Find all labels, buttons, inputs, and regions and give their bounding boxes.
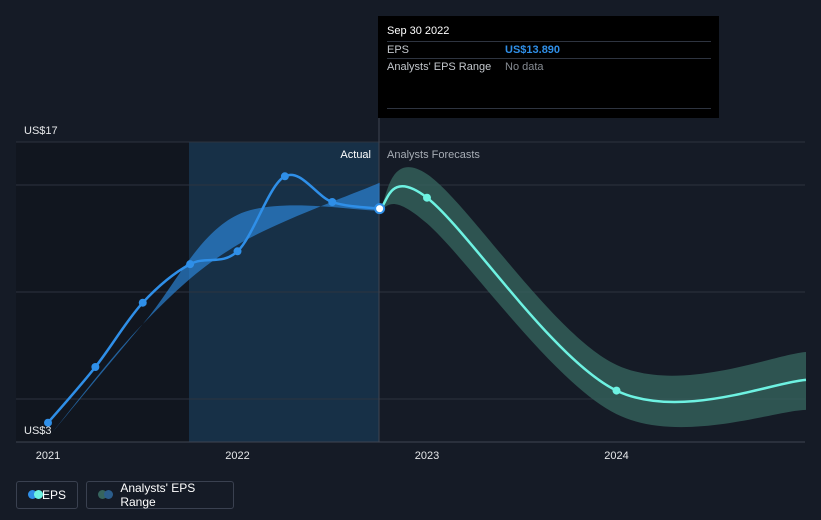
- tooltip-date: Sep 30 2022: [387, 25, 450, 37]
- eps-line-forecast: [378, 185, 807, 404]
- y-axis-top-label: US$17: [24, 125, 58, 137]
- tooltip-divider: [387, 108, 711, 109]
- eps-range-forecast: [379, 167, 806, 428]
- eps-data-point[interactable]: [328, 198, 337, 206]
- legend-eps-range[interactable]: Analysts' EPS Range: [86, 481, 234, 509]
- legend-range-label: Analysts' EPS Range: [120, 481, 196, 509]
- tooltip-range-value: No data: [505, 61, 544, 73]
- x-tick-label: 2024: [604, 450, 628, 462]
- eps-data-point[interactable]: [233, 247, 242, 256]
- tooltip-range-row: Analysts' EPS Range No data: [387, 58, 711, 76]
- range-dot-forecast: [98, 490, 107, 499]
- eps-data-point[interactable]: [186, 260, 195, 269]
- eps-data-point[interactable]: [44, 418, 52, 427]
- eps-data-point[interactable]: [374, 203, 386, 215]
- tooltip-range-label: Analysts' EPS Range: [387, 61, 492, 73]
- eps-dot-actual: [28, 490, 37, 499]
- range-dot-actual: [104, 490, 113, 499]
- eps-data-point[interactable]: [138, 298, 147, 307]
- x-tick-label: 2023: [415, 450, 439, 462]
- eps-data-point[interactable]: [280, 172, 289, 181]
- x-tick-label: 2021: [36, 450, 60, 462]
- eps-dot-forecast: [34, 490, 43, 499]
- data-tooltip: Sep 30 2022 EPS US$13.890 Analysts' EPS …: [378, 16, 719, 118]
- y-axis-bottom-label: US$3: [24, 425, 52, 437]
- tooltip-eps-label: EPS: [387, 44, 410, 56]
- eps-data-point[interactable]: [423, 193, 431, 202]
- x-tick-label: 2022: [225, 450, 249, 462]
- forecast-marker-label: Analysts Forecasts: [387, 149, 480, 161]
- eps-range-past: [48, 182, 380, 438]
- tooltip-eps-value: US$13.890: [505, 44, 561, 56]
- eps-data-point[interactable]: [612, 386, 621, 395]
- legend-eps-label: EPS: [41, 488, 66, 502]
- eps-range-swatch-icon: [98, 490, 113, 500]
- eps-data-point[interactable]: [91, 363, 100, 371]
- legend-eps[interactable]: EPS: [16, 481, 78, 509]
- eps-swatch-icon: [28, 490, 43, 500]
- eps-line-actual: [47, 173, 380, 424]
- tooltip-eps-row: EPS US$13.890: [387, 41, 711, 59]
- actual-marker-label: Actual: [340, 149, 371, 161]
